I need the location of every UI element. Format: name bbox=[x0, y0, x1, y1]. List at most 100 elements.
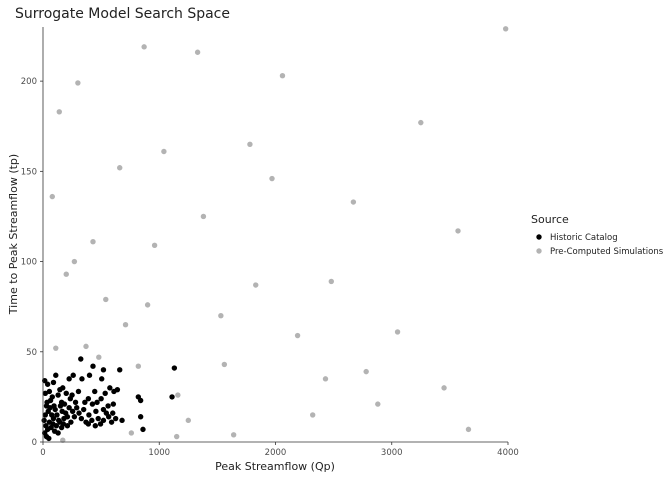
point-pre-computed-simulations bbox=[60, 437, 66, 443]
point-historic-catalog bbox=[75, 388, 82, 395]
point-historic-catalog bbox=[119, 417, 125, 424]
x-tick-label: 0 bbox=[40, 448, 45, 458]
point-historic-catalog bbox=[60, 421, 67, 427]
point-historic-catalog bbox=[63, 390, 69, 396]
point-historic-catalog bbox=[169, 394, 175, 400]
point-historic-catalog bbox=[102, 390, 108, 396]
point-pre-computed-simulations bbox=[502, 26, 509, 32]
point-pre-computed-simulations bbox=[194, 49, 201, 55]
x-tick-label: 4000 bbox=[497, 448, 519, 458]
point-historic-catalog bbox=[94, 399, 100, 406]
y-tick-label: 50 bbox=[26, 348, 37, 358]
point-pre-computed-simulations bbox=[53, 345, 59, 351]
point-historic-catalog bbox=[53, 372, 59, 378]
point-historic-catalog bbox=[86, 412, 92, 418]
y-tick-label: 0 bbox=[32, 438, 37, 448]
y-tick-label: 150 bbox=[21, 167, 37, 177]
point-historic-catalog bbox=[89, 401, 96, 407]
point-historic-catalog bbox=[92, 388, 98, 395]
point-historic-catalog bbox=[71, 414, 78, 420]
point-historic-catalog bbox=[64, 414, 71, 420]
point-historic-catalog bbox=[79, 376, 85, 382]
point-pre-computed-simulations bbox=[269, 175, 275, 182]
legend-title: Source bbox=[531, 213, 569, 226]
point-historic-catalog bbox=[171, 365, 178, 371]
point-pre-computed-simulations bbox=[279, 73, 286, 79]
point-historic-catalog bbox=[97, 421, 104, 427]
point-historic-catalog bbox=[55, 430, 61, 436]
point-historic-catalog bbox=[100, 417, 107, 424]
point-historic-catalog bbox=[90, 363, 96, 369]
point-pre-computed-simulations bbox=[441, 385, 447, 391]
legend-label-pre-computed-simulations: Pre-Computed Simulations bbox=[550, 247, 664, 257]
point-pre-computed-simulations bbox=[56, 109, 62, 115]
y-tick-label: 100 bbox=[21, 258, 37, 268]
point-historic-catalog bbox=[57, 403, 64, 409]
point-pre-computed-simulations bbox=[96, 354, 102, 360]
point-pre-computed-simulations bbox=[230, 432, 237, 438]
point-historic-catalog bbox=[99, 376, 105, 382]
point-pre-computed-simulations bbox=[90, 239, 96, 245]
point-pre-computed-simulations bbox=[375, 401, 381, 407]
point-pre-computed-simulations bbox=[83, 343, 89, 350]
point-historic-catalog bbox=[66, 376, 72, 382]
point-historic-catalog bbox=[100, 406, 107, 413]
x-axis-title: Peak Streamflow (Qp) bbox=[215, 460, 335, 473]
point-historic-catalog bbox=[110, 410, 116, 416]
plot-area bbox=[41, 26, 509, 443]
point-historic-catalog bbox=[107, 385, 113, 391]
point-historic-catalog bbox=[137, 414, 144, 420]
point-historic-catalog bbox=[61, 401, 68, 407]
point-historic-catalog bbox=[93, 408, 99, 415]
point-historic-catalog bbox=[76, 410, 82, 416]
y-axis-title: Time to Peak Streamflow (tp) bbox=[7, 154, 20, 315]
legend-key-pre-computed-simulations bbox=[536, 248, 542, 254]
point-historic-catalog bbox=[53, 423, 60, 429]
point-historic-catalog bbox=[98, 395, 104, 402]
point-historic-catalog bbox=[80, 406, 87, 413]
point-pre-computed-simulations bbox=[75, 80, 81, 86]
point-historic-catalog bbox=[108, 419, 115, 425]
point-pre-computed-simulations bbox=[175, 392, 181, 398]
point-pre-computed-simulations bbox=[128, 430, 135, 436]
point-historic-catalog bbox=[42, 412, 49, 418]
point-historic-catalog bbox=[66, 405, 72, 411]
point-pre-computed-simulations bbox=[135, 363, 142, 369]
y-axis-ticks: 0 50 100 150 200 bbox=[21, 77, 43, 448]
point-historic-catalog bbox=[47, 405, 53, 411]
point-historic-catalog bbox=[57, 386, 63, 393]
x-axis-ticks: 0 1000 2000 3000 4000 bbox=[40, 442, 519, 458]
point-pre-computed-simulations bbox=[247, 141, 253, 147]
point-historic-catalog bbox=[89, 417, 95, 424]
point-pre-computed-simulations bbox=[322, 376, 329, 382]
point-historic-catalog bbox=[85, 421, 92, 427]
point-historic-catalog bbox=[140, 426, 146, 433]
point-historic-catalog bbox=[50, 379, 57, 386]
point-historic-catalog bbox=[95, 415, 101, 422]
chart-title: Surrogate Model Search Space bbox=[15, 6, 230, 22]
point-historic-catalog bbox=[110, 401, 117, 407]
point-historic-catalog bbox=[114, 386, 121, 393]
point-pre-computed-simulations bbox=[122, 322, 129, 328]
point-pre-computed-simulations bbox=[310, 412, 316, 418]
point-historic-catalog bbox=[41, 417, 47, 424]
point-pre-computed-simulations bbox=[328, 278, 334, 285]
point-pre-computed-simulations bbox=[49, 193, 55, 200]
x-tick-label: 2000 bbox=[265, 448, 287, 458]
point-historic-catalog bbox=[69, 408, 76, 415]
point-pre-computed-simulations bbox=[71, 258, 78, 265]
point-pre-computed-simulations bbox=[363, 368, 369, 375]
point-historic-catalog bbox=[64, 423, 71, 429]
point-historic-catalog bbox=[78, 356, 84, 362]
point-pre-computed-simulations bbox=[221, 361, 228, 368]
point-historic-catalog bbox=[100, 367, 107, 373]
point-pre-computed-simulations bbox=[253, 282, 259, 288]
point-historic-catalog bbox=[70, 372, 76, 378]
point-historic-catalog bbox=[42, 390, 49, 396]
point-historic-catalog bbox=[72, 399, 79, 406]
point-pre-computed-simulations bbox=[103, 296, 109, 303]
point-historic-catalog bbox=[46, 388, 53, 395]
point-historic-catalog bbox=[78, 415, 85, 422]
point-pre-computed-simulations bbox=[63, 271, 69, 277]
